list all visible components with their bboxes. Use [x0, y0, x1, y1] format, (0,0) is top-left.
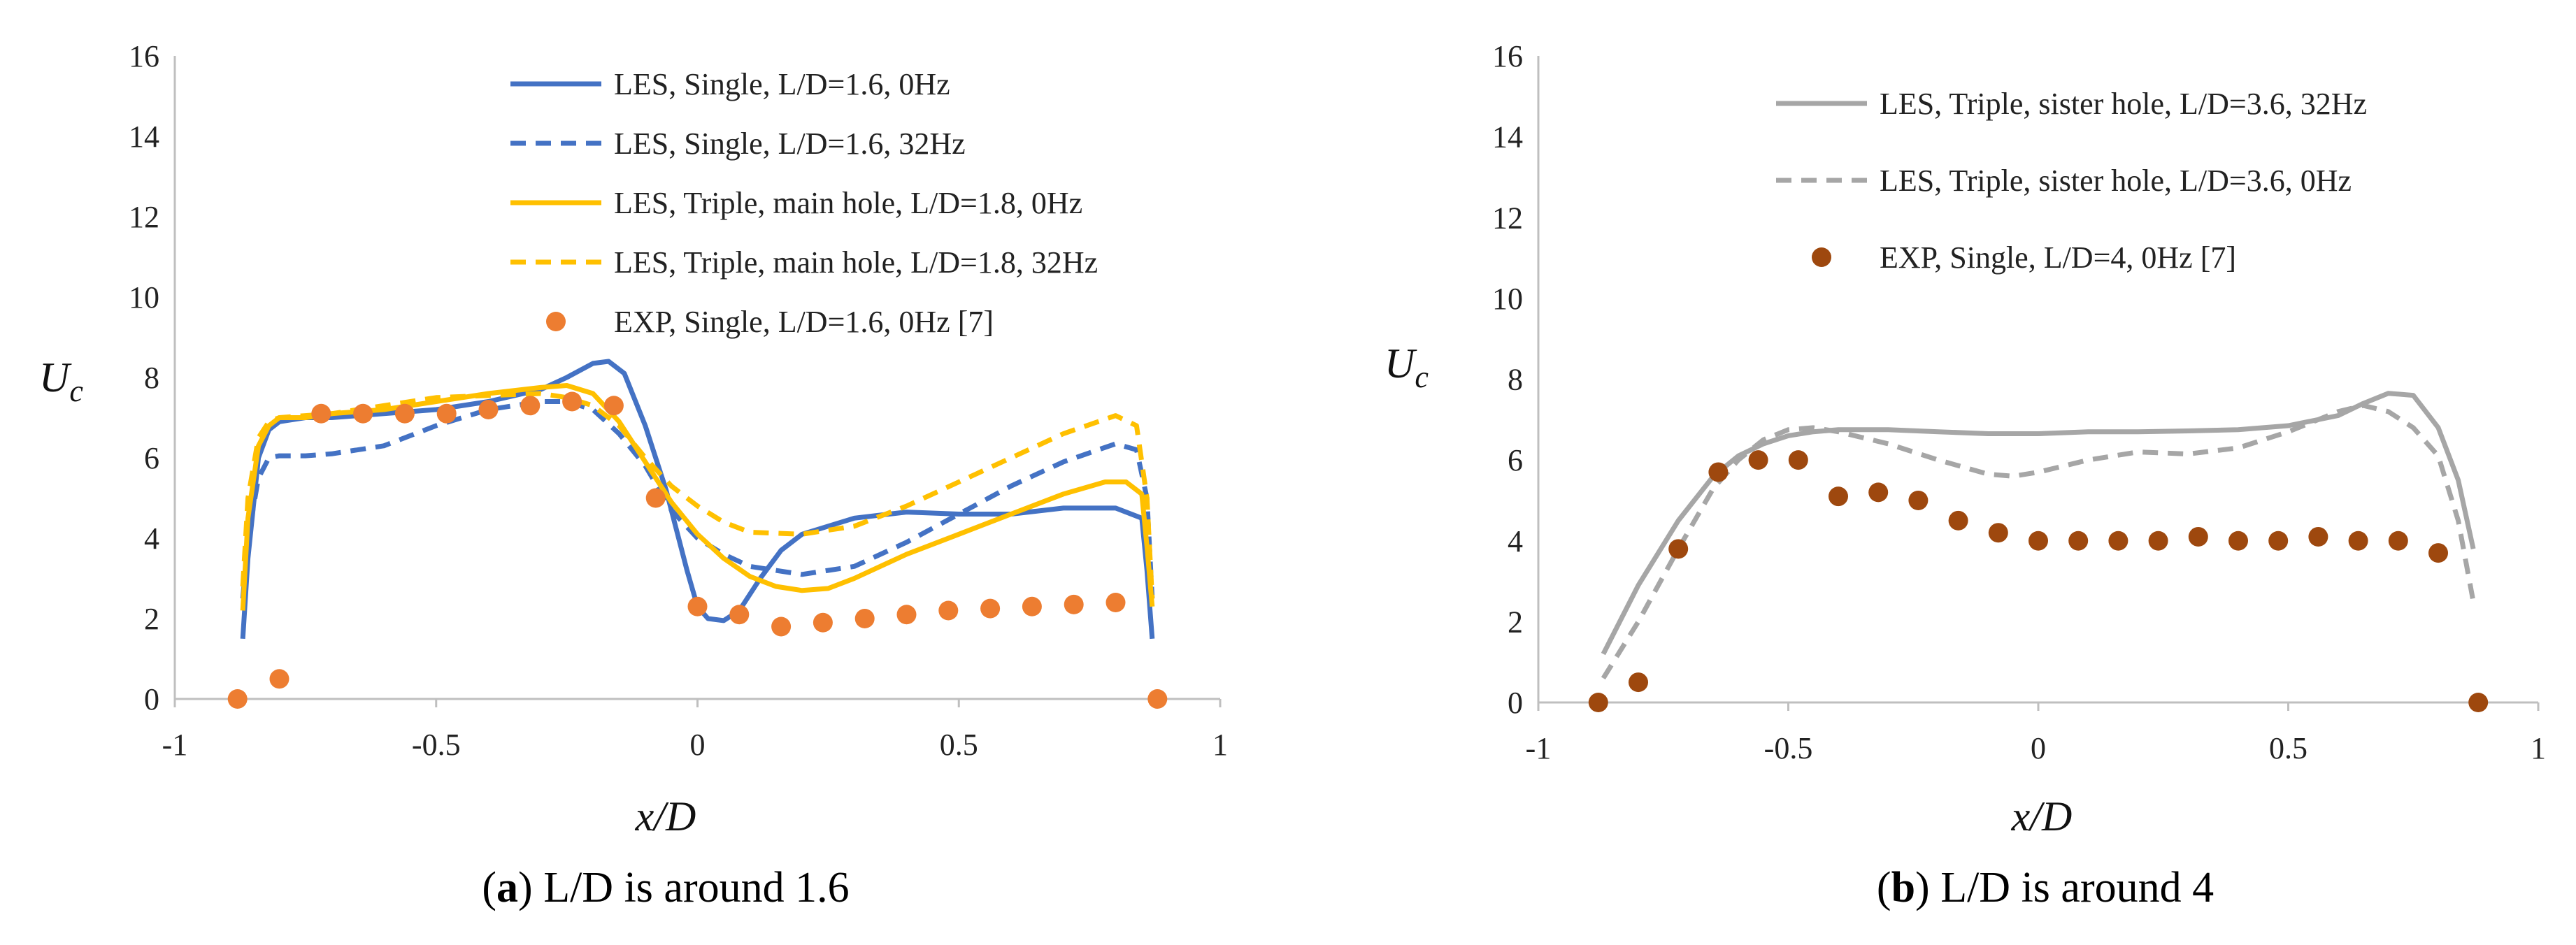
data-point [478, 400, 499, 419]
data-point [1022, 596, 1042, 616]
y-tick-label: 2 [144, 602, 159, 636]
data-point [2228, 531, 2248, 551]
y-tick-label: 8 [144, 361, 159, 395]
y-axis-label: Uc [1384, 340, 1429, 394]
legend-label: LES, Single, L/D=1.6, 0Hz [614, 67, 950, 101]
data-point [1988, 523, 2008, 543]
data-point [1829, 486, 1848, 507]
x-tick-label: -1 [1526, 731, 1552, 765]
x-tick-label: 0.5 [2269, 731, 2307, 765]
data-point [394, 403, 415, 424]
data-point [1629, 672, 1648, 693]
x-tick-label: 0 [690, 728, 706, 762]
y-tick-label: 6 [1508, 443, 1523, 477]
x-tick-label: -1 [162, 728, 188, 762]
data-point [771, 616, 792, 637]
data-point [980, 598, 1001, 619]
data-point [1948, 510, 1968, 531]
data-point [2428, 543, 2448, 563]
data-point [645, 488, 666, 508]
data-point [813, 612, 833, 633]
y-tick-label: 4 [144, 521, 159, 556]
caption-a: (a) L/D is around 1.6 [482, 864, 849, 911]
data-point [2068, 531, 2089, 551]
legend-swatch [1812, 247, 1831, 267]
x-axis-label: x/D [635, 793, 696, 839]
data-point [854, 609, 875, 628]
data-point [1668, 539, 1689, 559]
y-tick-label: 12 [1492, 201, 1523, 235]
data-point [520, 396, 541, 416]
data-point [227, 689, 248, 709]
data-point [1064, 594, 1084, 614]
data-point [436, 403, 457, 424]
legend-label: LES, Triple, main hole, L/D=1.8, 32Hz [614, 245, 1098, 280]
data-point [1147, 689, 1168, 709]
data-point [1708, 462, 1729, 482]
data-point [1908, 490, 1929, 510]
data-point [2268, 531, 2289, 551]
data-point [1748, 450, 1768, 470]
y-tick-label: 10 [1492, 282, 1523, 316]
data-point [2148, 531, 2168, 551]
data-point [562, 391, 582, 412]
y-tick-label: 8 [1508, 363, 1523, 397]
y-axis-label: Uc [39, 354, 83, 408]
legend-swatch [546, 312, 566, 331]
data-point [1788, 450, 1808, 470]
series-line-2 [1601, 403, 2476, 680]
data-point [1588, 693, 1608, 712]
x-tick-label: 1 [1212, 728, 1228, 762]
data-point [353, 403, 373, 424]
y-tick-label: 6 [144, 441, 159, 475]
data-point [311, 403, 331, 424]
legend-label: LES, Single, L/D=1.6, 32Hz [614, 127, 966, 161]
data-point [2108, 531, 2128, 551]
legend-label: EXP, Single, L/D=1.6, 0Hz [7] [614, 305, 994, 339]
chart-panel-a: 0 2 4 6 8 10 12 14 16 -1 -0.5 0 0.5 1 Uc x/D LES, Sin… [39, 39, 1228, 911]
x-tick-label: -0.5 [1764, 731, 1813, 765]
data-point [896, 605, 917, 625]
x-tick-label: 0 [2031, 731, 2046, 765]
legend-label: LES, Triple, sister hole, L/D=3.6, 0Hz [1880, 164, 2352, 198]
legend-label: LES, Triple, main hole, L/D=1.8, 0Hz [614, 186, 1082, 220]
data-point [2308, 526, 2328, 547]
x-tick-label: -0.5 [412, 728, 461, 762]
legend-label: LES, Triple, sister hole, L/D=3.6, 32Hz [1880, 87, 2367, 121]
data-point [687, 596, 708, 616]
caption-b: (b) L/D is around 4 [1877, 864, 2214, 911]
y-tick-label: 0 [1508, 686, 1523, 720]
series-line-1 [1601, 391, 2476, 656]
y-tick-label: 2 [1508, 605, 1523, 639]
x-axis-label: x/D [2011, 793, 2073, 839]
series-line-2 [240, 399, 1155, 599]
x-tick-label: 1 [2531, 731, 2546, 765]
y-tick-label: 12 [129, 200, 159, 234]
series-line-3 [240, 383, 1155, 611]
chart-panel-b: 0 2 4 6 8 10 12 14 16 -1 -0.5 0 0.5 1 Uc x/D LES, Tri… [1384, 39, 2546, 911]
data-point [2468, 693, 2489, 712]
y-tick-label: 16 [129, 39, 159, 73]
data-point [603, 396, 624, 416]
data-point [1105, 593, 1126, 612]
data-point [2188, 526, 2208, 547]
data-point [938, 600, 959, 621]
y-tick-label: 4 [1508, 524, 1523, 558]
y-tick-label: 0 [144, 682, 159, 716]
data-point [1868, 482, 1889, 503]
data-point [2028, 531, 2048, 551]
series-line-4 [240, 391, 1155, 599]
data-point [729, 605, 750, 625]
y-tick-label: 10 [129, 280, 159, 315]
data-point [2348, 531, 2368, 551]
y-tick-label: 14 [1492, 120, 1523, 154]
data-point [269, 669, 289, 689]
data-point [2388, 531, 2408, 551]
y-tick-label: 16 [1492, 39, 1523, 73]
y-tick-label: 14 [129, 120, 159, 154]
x-tick-label: 0.5 [940, 728, 978, 762]
legend-label: EXP, Single, L/D=4, 0Hz [7] [1880, 240, 2236, 275]
